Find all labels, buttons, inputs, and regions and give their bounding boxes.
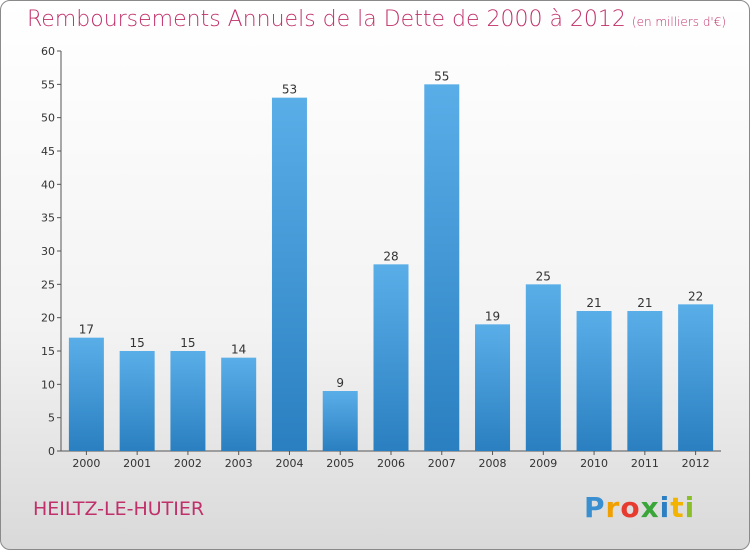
- x-tick-label: 2003: [225, 457, 253, 470]
- bar: [678, 304, 714, 451]
- data-label: 14: [231, 343, 246, 357]
- x-tick-label: 2006: [377, 457, 405, 470]
- data-label: 53: [282, 83, 297, 97]
- x-tick-label: 2009: [529, 457, 557, 470]
- y-tick-label: 20: [41, 312, 55, 325]
- bar: [373, 264, 409, 451]
- bar: [627, 311, 663, 451]
- data-label: 55: [434, 69, 449, 83]
- x-tick-label: 2005: [326, 457, 354, 470]
- chart-title: Remboursements Annuels de la Dette de 20…: [27, 7, 726, 32]
- bar: [475, 324, 511, 451]
- unit-note: (en milliers d'€): [631, 15, 727, 29]
- data-label: 15: [130, 336, 145, 350]
- x-tick-label: 2012: [682, 457, 710, 470]
- bar: [271, 97, 307, 452]
- bar: [68, 337, 104, 451]
- y-tick-label: 30: [41, 245, 55, 258]
- x-tick-label: 2002: [174, 457, 202, 470]
- data-label: 22: [688, 289, 703, 303]
- data-label: 21: [586, 296, 601, 310]
- x-tick-label: 2011: [631, 457, 659, 470]
- bar: [424, 84, 460, 451]
- location-name: HEILTZ-LE-HUTIER: [33, 498, 205, 520]
- data-label: 28: [383, 249, 398, 263]
- x-tick-label: 2010: [580, 457, 608, 470]
- y-tick-label: 25: [41, 278, 55, 291]
- x-tick-label: 2007: [428, 457, 456, 470]
- y-tick-label: 0: [48, 445, 55, 458]
- x-tick-label: 2000: [72, 457, 100, 470]
- bar: [119, 351, 155, 451]
- y-tick-label: 55: [41, 78, 55, 91]
- y-tick-label: 5: [48, 412, 55, 425]
- bar: [322, 391, 358, 451]
- proxiti-logo: Proxiti: [584, 491, 696, 524]
- y-tick-label: 10: [41, 378, 55, 391]
- y-tick-label: 35: [41, 212, 55, 225]
- x-tick-label: 2008: [479, 457, 507, 470]
- y-tick-label: 40: [41, 178, 55, 191]
- data-label: 9: [336, 376, 344, 390]
- bar: [221, 357, 257, 451]
- x-tick-label: 2001: [123, 457, 151, 470]
- data-label: 19: [485, 309, 500, 323]
- x-tick-label: 2004: [275, 457, 303, 470]
- data-label: 17: [79, 323, 94, 337]
- bar: [525, 284, 561, 451]
- bar: [576, 311, 612, 451]
- y-tick-label: 15: [41, 345, 55, 358]
- data-label: 15: [180, 336, 195, 350]
- data-label: 25: [536, 269, 551, 283]
- y-tick-label: 60: [41, 45, 55, 58]
- bar: [170, 351, 206, 451]
- title-text: Remboursements Annuels de la Dette de 20…: [27, 7, 626, 32]
- y-tick-label: 45: [41, 145, 55, 158]
- y-tick-label: 50: [41, 112, 55, 125]
- data-label: 21: [637, 296, 652, 310]
